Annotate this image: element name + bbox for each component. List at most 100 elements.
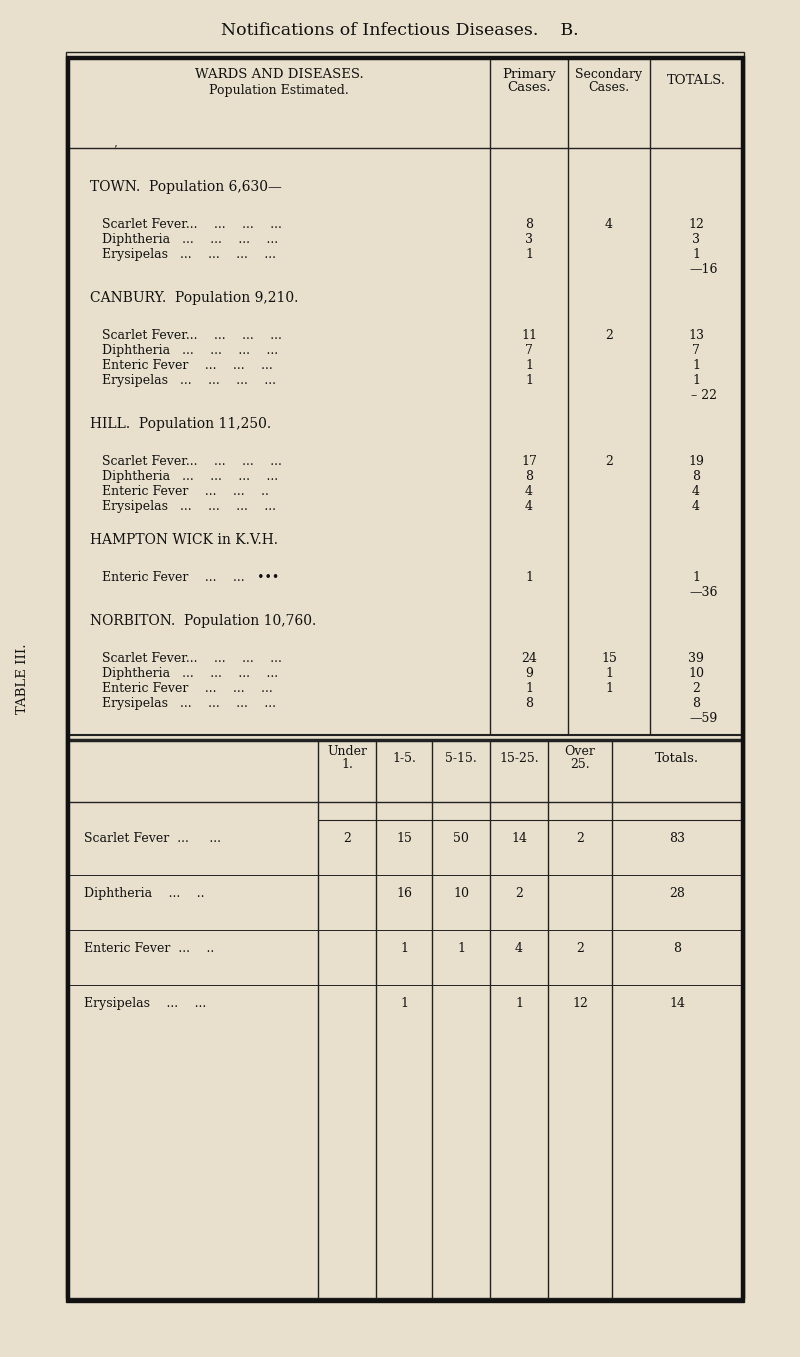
Text: 39: 39 — [688, 651, 704, 665]
Text: Erysipelas   ...  ...  ...  ...: Erysipelas ... ... ... ... — [102, 375, 276, 387]
Text: TABLE III.: TABLE III. — [15, 643, 29, 714]
Text: —59: —59 — [690, 712, 718, 725]
Text: 8: 8 — [692, 470, 700, 483]
Text: – 22: – 22 — [691, 389, 717, 402]
Text: 8: 8 — [692, 697, 700, 710]
Text: 2: 2 — [515, 887, 523, 900]
Text: ’: ’ — [113, 144, 117, 153]
Text: 3: 3 — [692, 233, 700, 246]
Text: 2: 2 — [692, 683, 700, 695]
Text: 1: 1 — [457, 942, 465, 955]
Text: 1: 1 — [400, 997, 408, 1010]
Text: 14: 14 — [669, 997, 685, 1010]
Text: 1: 1 — [692, 360, 700, 372]
Text: 2: 2 — [576, 942, 584, 955]
Text: Cases.: Cases. — [589, 81, 630, 94]
Text: Diphtheria   ...  ...  ...  ...: Diphtheria ... ... ... ... — [102, 668, 278, 680]
Text: 13: 13 — [688, 328, 704, 342]
Text: 14: 14 — [511, 832, 527, 845]
Text: 83: 83 — [669, 832, 685, 845]
Text: 4: 4 — [692, 484, 700, 498]
Text: —16: —16 — [690, 263, 718, 275]
Text: 2: 2 — [343, 832, 351, 845]
Text: 4: 4 — [515, 942, 523, 955]
Text: NORBITON.  Population 10,760.: NORBITON. Population 10,760. — [90, 613, 316, 628]
Text: 7: 7 — [525, 345, 533, 357]
Text: TOTALS.: TOTALS. — [666, 73, 726, 87]
Text: 1: 1 — [692, 375, 700, 387]
Text: Cases.: Cases. — [507, 81, 551, 94]
Text: 50: 50 — [453, 832, 469, 845]
Text: 1: 1 — [692, 248, 700, 261]
Text: 15: 15 — [601, 651, 617, 665]
Text: 1: 1 — [605, 668, 613, 680]
Text: Diphtheria   ...  ...  ...  ...: Diphtheria ... ... ... ... — [102, 470, 278, 483]
Text: 4: 4 — [605, 218, 613, 231]
Text: Diphtheria   ...  ...  ...  ...: Diphtheria ... ... ... ... — [102, 233, 278, 246]
Text: Enteric Fever  ...  ...  ...: Enteric Fever ... ... ... — [102, 360, 273, 372]
Text: CANBURY.  Population 9,210.: CANBURY. Population 9,210. — [90, 290, 298, 305]
Bar — [68, 58, 742, 1300]
Text: 12: 12 — [688, 218, 704, 231]
Text: 11: 11 — [521, 328, 537, 342]
Text: Scarlet Fever...  ...  ...  ...: Scarlet Fever... ... ... ... — [102, 651, 282, 665]
Text: 4: 4 — [525, 499, 533, 513]
Text: 17: 17 — [521, 455, 537, 468]
Bar — [66, 52, 744, 1299]
Text: 19: 19 — [688, 455, 704, 468]
Text: 2: 2 — [576, 832, 584, 845]
Text: Over: Over — [565, 745, 595, 759]
Text: 8: 8 — [525, 218, 533, 231]
Text: 24: 24 — [521, 651, 537, 665]
Text: Population Estimated.: Population Estimated. — [209, 84, 349, 96]
Text: TOWN.  Population 6,630—: TOWN. Population 6,630— — [90, 180, 282, 194]
Text: 12: 12 — [572, 997, 588, 1010]
Text: 2: 2 — [605, 328, 613, 342]
Text: 1: 1 — [525, 360, 533, 372]
Text: —36: —36 — [690, 586, 718, 598]
Text: Under: Under — [327, 745, 367, 759]
Text: Enteric Fever  ...  ...  ...: Enteric Fever ... ... ... — [102, 683, 273, 695]
Text: Enteric Fever  ...  ...  ..: Enteric Fever ... ... .. — [102, 484, 269, 498]
Text: Enteric Fever  ...  ..: Enteric Fever ... .. — [84, 942, 214, 955]
Text: 8: 8 — [525, 697, 533, 710]
Text: 1: 1 — [515, 997, 523, 1010]
Text: 3: 3 — [525, 233, 533, 246]
Text: 25.: 25. — [570, 759, 590, 771]
Text: Diphtheria  ...  ..: Diphtheria ... .. — [84, 887, 205, 900]
Text: 4: 4 — [525, 484, 533, 498]
Text: Scarlet Fever  ...   ...: Scarlet Fever ... ... — [84, 832, 221, 845]
Text: 1: 1 — [525, 683, 533, 695]
Text: Enteric Fever  ...  ... •••: Enteric Fever ... ... ••• — [102, 571, 279, 584]
Text: Notifications of Infectious Diseases.    B.: Notifications of Infectious Diseases. B. — [221, 22, 579, 39]
Text: 1: 1 — [525, 375, 533, 387]
Text: Totals.: Totals. — [655, 752, 699, 765]
Text: 1: 1 — [525, 571, 533, 584]
Text: 8: 8 — [525, 470, 533, 483]
Text: Primary: Primary — [502, 68, 556, 81]
Text: HAMPTON WICK in K.V.H.: HAMPTON WICK in K.V.H. — [90, 533, 278, 547]
Text: 2: 2 — [605, 455, 613, 468]
Text: 16: 16 — [396, 887, 412, 900]
Text: 1: 1 — [525, 248, 533, 261]
Text: 4: 4 — [692, 499, 700, 513]
Bar — [66, 56, 744, 1301]
Text: Scarlet Fever...  ...  ...  ...: Scarlet Fever... ... ... ... — [102, 328, 282, 342]
Bar — [68, 58, 742, 1300]
Text: 1.: 1. — [341, 759, 353, 771]
Text: 9: 9 — [525, 668, 533, 680]
Text: 1: 1 — [400, 942, 408, 955]
Text: Scarlet Fever...  ...  ...  ...: Scarlet Fever... ... ... ... — [102, 455, 282, 468]
Text: Erysipelas  ...  ...: Erysipelas ... ... — [84, 997, 206, 1010]
Text: Erysipelas   ...  ...  ...  ...: Erysipelas ... ... ... ... — [102, 499, 276, 513]
Text: 10: 10 — [453, 887, 469, 900]
Text: 1-5.: 1-5. — [392, 752, 416, 765]
Text: 5-15.: 5-15. — [445, 752, 477, 765]
Text: 1: 1 — [692, 571, 700, 584]
Text: 15-25.: 15-25. — [499, 752, 539, 765]
Text: WARDS AND DISEASES.: WARDS AND DISEASES. — [194, 68, 363, 81]
Text: Secondary: Secondary — [575, 68, 642, 81]
Text: 7: 7 — [692, 345, 700, 357]
Text: 10: 10 — [688, 668, 704, 680]
Text: Erysipelas   ...  ...  ...  ...: Erysipelas ... ... ... ... — [102, 248, 276, 261]
